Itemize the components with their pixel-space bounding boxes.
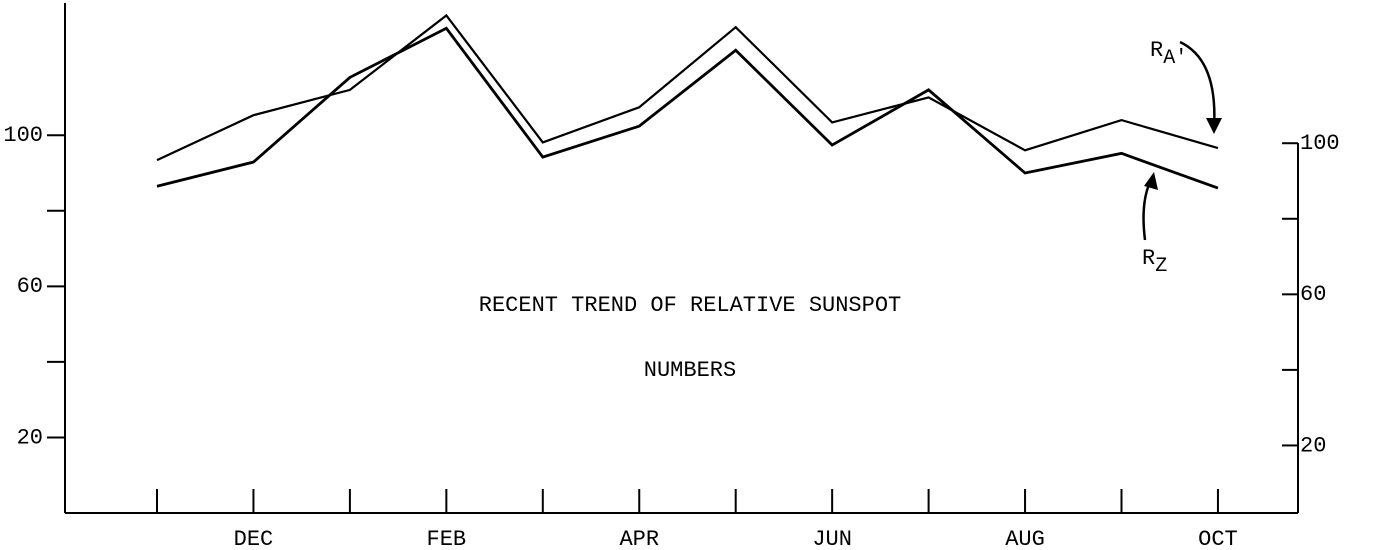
chart-title: RECENT TREND OF RELATIVE SUNSPOT <box>479 293 901 318</box>
y2-tick-label: 60 <box>1300 282 1326 307</box>
y-tick-label: 20 <box>17 425 43 450</box>
x-tick-label: AUG <box>1005 527 1045 550</box>
x-tick-label: FEB <box>427 527 467 550</box>
annotation-arrow <box>1179 40 1216 129</box>
series-label: RZ <box>1142 246 1167 278</box>
x-tick-label: JUN <box>812 527 852 550</box>
series-line <box>156 13 1219 162</box>
y-tick-label: 60 <box>17 274 43 299</box>
y2-tick-label: 100 <box>1300 131 1340 156</box>
x-tick-label: DEC <box>234 527 274 550</box>
chart-title: NUMBERS <box>644 358 736 383</box>
y-tick-label: 100 <box>3 123 43 148</box>
series-label: RA' <box>1150 38 1187 70</box>
x-tick-label: APR <box>619 527 659 550</box>
series-line <box>156 26 1219 190</box>
x-tick-label: OCT <box>1198 527 1238 550</box>
arrow-head <box>1144 172 1158 190</box>
y2-tick-label: 20 <box>1300 433 1326 458</box>
arrow-head <box>1206 118 1222 134</box>
